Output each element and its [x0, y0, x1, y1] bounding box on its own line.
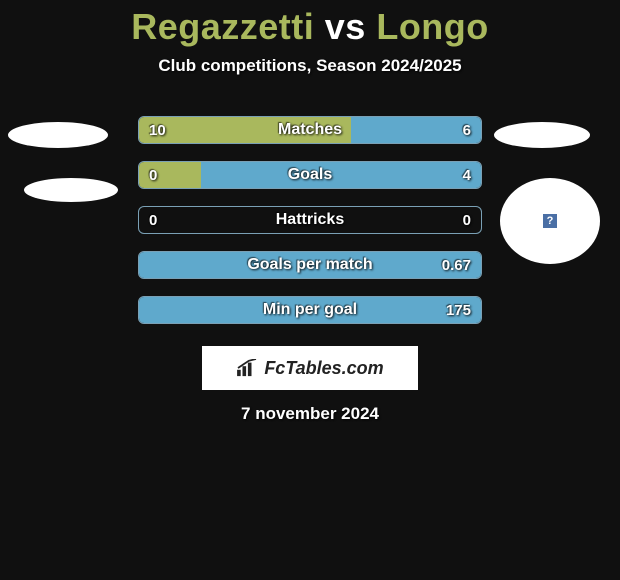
player1-avatar [8, 122, 108, 148]
bar-label: Goals per match [139, 252, 481, 278]
vs-text: vs [325, 6, 366, 47]
bar-label: Matches [139, 117, 481, 143]
brand-chart-icon [236, 359, 258, 377]
bar-row: 106Matches [138, 116, 482, 144]
bar-row: 04Goals [138, 161, 482, 189]
comparison-title: Regazzetti vs Longo [0, 0, 620, 48]
subtitle: Club competitions, Season 2024/2025 [0, 56, 620, 76]
player2-name: Longo [376, 6, 488, 47]
player1-name: Regazzetti [131, 6, 314, 47]
brand-text: FcTables.com [264, 358, 383, 379]
bar-label: Min per goal [139, 297, 481, 323]
bar-label: Hattricks [139, 207, 481, 233]
bar-row: 00Hattricks [138, 206, 482, 234]
branding-badge: FcTables.com [202, 346, 418, 390]
player2-avatar [494, 122, 590, 148]
bar-row: 175Min per goal [138, 296, 482, 324]
player1-avatar [24, 178, 118, 202]
player2-avatar: ? [500, 178, 600, 264]
placeholder-icon: ? [543, 214, 557, 228]
bar-row: 0.67Goals per match [138, 251, 482, 279]
datestamp: 7 november 2024 [0, 404, 620, 424]
bar-label: Goals [139, 162, 481, 188]
comparison-bars: 106Matches 04Goals 00Hattricks 0.67Goals pe… [138, 116, 482, 324]
